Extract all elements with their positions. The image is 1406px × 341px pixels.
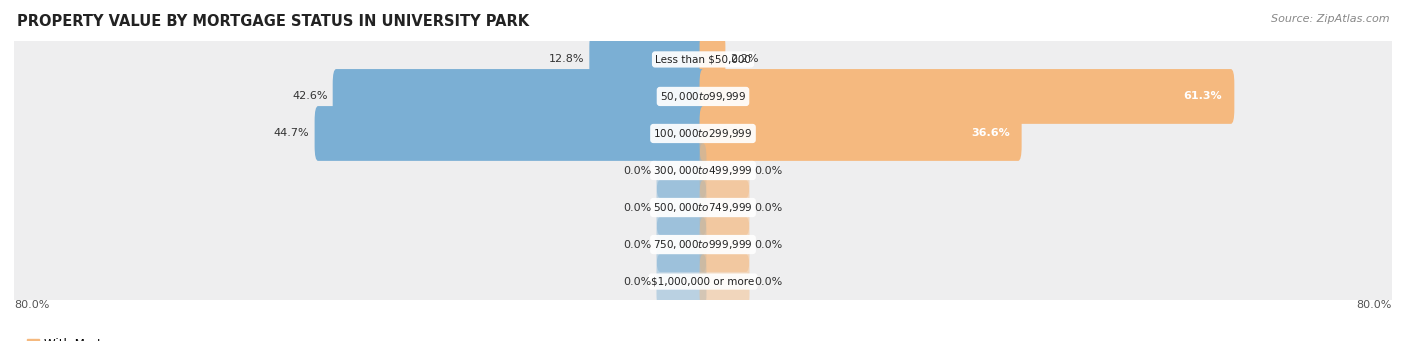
Text: Less than $50,000: Less than $50,000 xyxy=(655,55,751,64)
FancyBboxPatch shape xyxy=(7,215,1399,274)
FancyBboxPatch shape xyxy=(7,104,1399,163)
FancyBboxPatch shape xyxy=(657,254,706,309)
FancyBboxPatch shape xyxy=(315,106,706,161)
Text: $500,000 to $749,999: $500,000 to $749,999 xyxy=(654,201,752,214)
FancyBboxPatch shape xyxy=(657,180,706,235)
FancyBboxPatch shape xyxy=(7,67,1399,126)
Text: 0.0%: 0.0% xyxy=(623,239,651,250)
Text: 80.0%: 80.0% xyxy=(1357,300,1392,310)
Text: $50,000 to $99,999: $50,000 to $99,999 xyxy=(659,90,747,103)
FancyBboxPatch shape xyxy=(700,106,1022,161)
FancyBboxPatch shape xyxy=(657,143,706,198)
Text: 2.2%: 2.2% xyxy=(731,55,759,64)
Text: Source: ZipAtlas.com: Source: ZipAtlas.com xyxy=(1271,14,1389,24)
FancyBboxPatch shape xyxy=(7,30,1399,89)
Text: 80.0%: 80.0% xyxy=(14,300,49,310)
Text: 0.0%: 0.0% xyxy=(755,165,783,176)
FancyBboxPatch shape xyxy=(7,252,1399,311)
Text: $300,000 to $499,999: $300,000 to $499,999 xyxy=(654,164,752,177)
FancyBboxPatch shape xyxy=(700,143,749,198)
Text: $750,000 to $999,999: $750,000 to $999,999 xyxy=(654,238,752,251)
Text: 61.3%: 61.3% xyxy=(1184,91,1222,102)
Text: $1,000,000 or more: $1,000,000 or more xyxy=(651,277,755,286)
Text: 0.0%: 0.0% xyxy=(623,165,651,176)
FancyBboxPatch shape xyxy=(657,217,706,272)
FancyBboxPatch shape xyxy=(700,32,725,87)
Text: 0.0%: 0.0% xyxy=(755,277,783,286)
Text: 0.0%: 0.0% xyxy=(755,203,783,212)
Text: 12.8%: 12.8% xyxy=(548,55,583,64)
FancyBboxPatch shape xyxy=(589,32,706,87)
FancyBboxPatch shape xyxy=(700,69,1234,124)
Text: 0.0%: 0.0% xyxy=(755,239,783,250)
Text: 0.0%: 0.0% xyxy=(623,277,651,286)
FancyBboxPatch shape xyxy=(700,217,749,272)
Legend: Without Mortgage, With Mortgage: Without Mortgage, With Mortgage xyxy=(0,338,131,341)
Text: 0.0%: 0.0% xyxy=(623,203,651,212)
Text: PROPERTY VALUE BY MORTGAGE STATUS IN UNIVERSITY PARK: PROPERTY VALUE BY MORTGAGE STATUS IN UNI… xyxy=(17,14,529,29)
FancyBboxPatch shape xyxy=(7,178,1399,237)
Text: 42.6%: 42.6% xyxy=(292,91,328,102)
FancyBboxPatch shape xyxy=(333,69,706,124)
FancyBboxPatch shape xyxy=(7,141,1399,200)
Text: 36.6%: 36.6% xyxy=(970,129,1010,138)
Text: 44.7%: 44.7% xyxy=(274,129,309,138)
FancyBboxPatch shape xyxy=(700,254,749,309)
Text: $100,000 to $299,999: $100,000 to $299,999 xyxy=(654,127,752,140)
FancyBboxPatch shape xyxy=(700,180,749,235)
